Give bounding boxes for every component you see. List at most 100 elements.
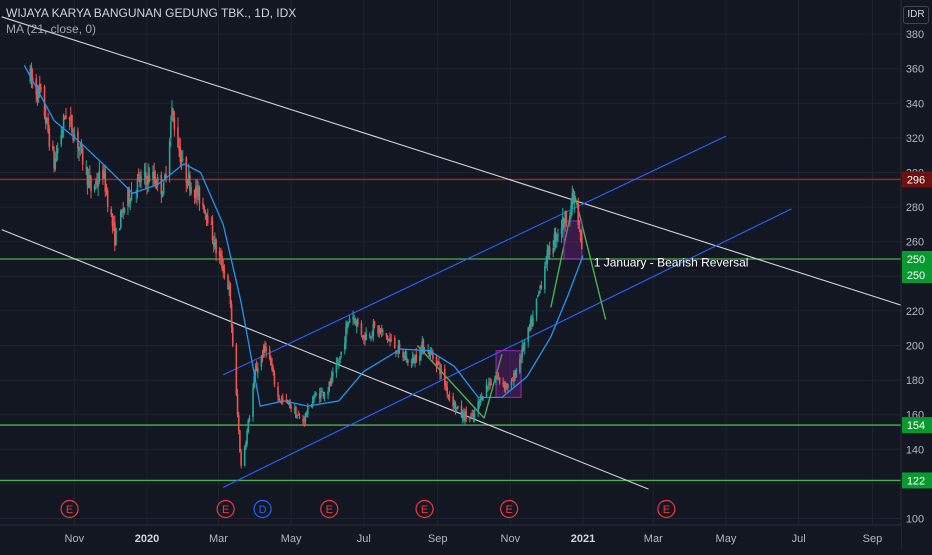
candle-body: [454, 403, 457, 410]
candle-body: [211, 220, 214, 241]
candle-body: [86, 167, 89, 186]
candle-body: [147, 173, 149, 185]
candle-body: [140, 176, 142, 182]
candle-body: [231, 327, 234, 346]
candle-body: [444, 368, 446, 386]
candle-body: [565, 210, 568, 224]
candle-body: [510, 380, 513, 386]
candle-body: [421, 341, 423, 348]
candle-body: [38, 83, 41, 92]
candle-body: [277, 386, 279, 397]
lower-descending-line: [1, 229, 649, 490]
candle-body: [62, 114, 65, 129]
candle-body: [547, 246, 550, 252]
candle-body: [453, 401, 456, 409]
candle-body: [265, 347, 267, 352]
event-marker-label: E: [421, 504, 428, 516]
candle-body: [461, 412, 464, 419]
event-marker-e[interactable]: E: [657, 499, 676, 519]
event-marker-e[interactable]: E: [320, 499, 339, 519]
candle-body: [145, 172, 147, 179]
candle-body: [471, 413, 474, 415]
candle-body: [230, 304, 233, 328]
time-axis[interactable]: Nov 2020 Mar May Jul Sep Nov 2021 Mar May Jul Sep: [0, 524, 901, 550]
candle-body: [55, 154, 58, 156]
candle-body: [222, 265, 225, 273]
candle-body: [389, 338, 391, 341]
candle-body: [436, 361, 439, 366]
candle-body: [122, 208, 124, 212]
candle-body: [555, 236, 558, 241]
candles: [29, 62, 583, 469]
candle-body: [290, 407, 292, 409]
candle-body: [255, 366, 258, 371]
candle-body: [446, 386, 448, 394]
candle-body: [498, 377, 501, 382]
candle-body: [554, 231, 557, 242]
candle-body: [336, 363, 339, 365]
candle-body: [228, 285, 230, 290]
candle-body: [368, 335, 371, 337]
level-tag-label: 154: [907, 420, 925, 432]
currency-badge[interactable]: IDR: [903, 6, 929, 24]
candle-body: [439, 365, 441, 375]
candle-body: [264, 344, 266, 349]
candle-body: [553, 234, 556, 247]
candle-body: [371, 334, 373, 336]
candle-body: [223, 270, 226, 273]
candle-body: [171, 107, 173, 121]
candle-body: [47, 117, 49, 132]
candle-body: [403, 355, 406, 358]
candle-body: [311, 401, 314, 406]
candle-body: [130, 191, 133, 201]
candle-body: [44, 116, 47, 124]
candle-body: [96, 180, 98, 185]
level-tag-label: 296: [907, 174, 925, 186]
candle-body: [247, 420, 250, 433]
candle-body: [148, 175, 151, 182]
candle-body: [438, 361, 440, 364]
candle-body: [386, 336, 389, 340]
candle-body: [522, 345, 525, 351]
candle-body: [346, 323, 348, 330]
candle-body: [239, 430, 241, 453]
candle-body: [361, 335, 364, 339]
candle-body: [415, 353, 418, 362]
candle-body: [173, 117, 176, 130]
candle-body: [552, 248, 555, 254]
event-marker-d[interactable]: D: [253, 499, 272, 519]
candle-body: [398, 343, 401, 350]
candle-body: [544, 266, 546, 290]
price-tick-label: 320: [906, 133, 924, 145]
candle-body: [335, 363, 338, 374]
price-axis[interactable]: 1001201401601802002202402602803003203403…: [900, 0, 932, 550]
candle-body: [160, 174, 163, 194]
candle-body: [397, 345, 400, 353]
event-marker-e[interactable]: E: [216, 499, 235, 519]
candle-body: [564, 210, 566, 224]
candle-body: [478, 401, 481, 404]
candle-body: [511, 380, 514, 382]
candle-body: [243, 447, 246, 466]
price-tick-label: 220: [906, 306, 924, 318]
event-marker-e[interactable]: E: [500, 499, 519, 519]
candle-body: [488, 383, 490, 385]
candle-body: [236, 394, 239, 415]
candle-body: [273, 373, 276, 385]
trendlines[interactable]: [1, 16, 909, 490]
candle-body: [503, 382, 506, 388]
candle-body: [89, 175, 91, 180]
moving-average: [23, 64, 584, 407]
event-marker-e[interactable]: E: [415, 499, 434, 519]
candle-body: [93, 186, 96, 189]
candle-body: [103, 171, 105, 178]
event-marker-circle: [657, 499, 676, 519]
candle-body: [347, 322, 350, 326]
candle-body: [348, 318, 351, 324]
event-marker-e[interactable]: E: [60, 499, 79, 519]
candle-body: [185, 157, 188, 183]
candle-body: [563, 218, 565, 225]
